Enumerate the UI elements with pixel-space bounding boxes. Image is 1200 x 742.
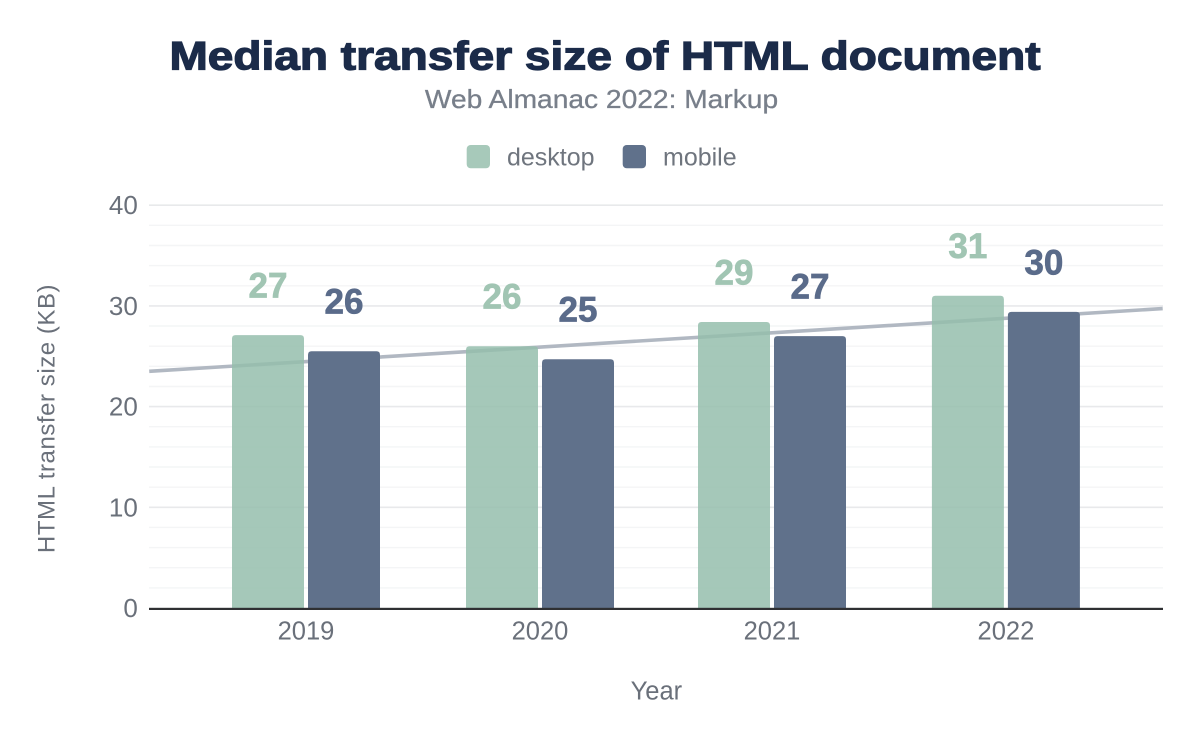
svg-text:Year: Year: [631, 678, 683, 706]
svg-text:25: 25: [559, 291, 598, 330]
svg-text:Median transfer size of HTML d: Median transfer size of HTML document: [169, 34, 1040, 79]
svg-text:29: 29: [715, 253, 754, 292]
svg-text:27: 27: [249, 267, 288, 306]
svg-text:27: 27: [791, 268, 830, 307]
svg-text:2021: 2021: [744, 618, 801, 646]
svg-text:2019: 2019: [278, 618, 335, 646]
svg-text:10: 10: [109, 492, 138, 522]
svg-text:Web Almanac 2022: Markup: Web Almanac 2022: Markup: [425, 85, 778, 114]
svg-text:HTML transfer size (KB): HTML transfer size (KB): [34, 284, 61, 553]
svg-text:0: 0: [123, 593, 137, 623]
svg-text:20: 20: [109, 392, 138, 422]
svg-text:2022: 2022: [978, 618, 1035, 646]
svg-text:desktop: desktop: [507, 144, 595, 172]
svg-text:26: 26: [483, 278, 522, 317]
svg-text:40: 40: [109, 190, 138, 220]
svg-text:31: 31: [948, 227, 987, 266]
svg-text:mobile: mobile: [663, 144, 737, 172]
svg-text:30: 30: [1024, 243, 1063, 282]
svg-text:26: 26: [325, 283, 364, 322]
svg-text:30: 30: [109, 291, 138, 321]
svg-text:2020: 2020: [512, 618, 569, 646]
